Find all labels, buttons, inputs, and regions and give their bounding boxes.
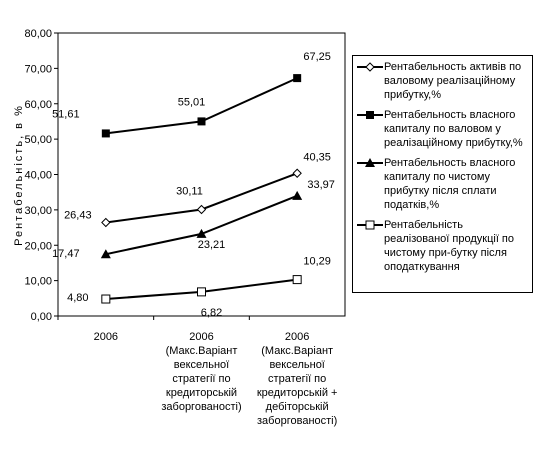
data-label: 67,25: [303, 51, 331, 63]
marker: [292, 168, 302, 178]
legend-label: Рентабельность активів по валовому реалі…: [384, 61, 522, 101]
data-label: 10,29: [303, 256, 331, 268]
x-tick-label: 2006 (Макс.Варіант вексельної стратегії …: [256, 331, 338, 427]
marker: [292, 190, 303, 200]
legend-icon: [357, 220, 383, 230]
legend-item: Рентабельность активів по валовому реалі…: [356, 60, 529, 102]
y-tick-label: 0,00: [31, 311, 52, 323]
legend: Рентабельность активів по валовому реалі…: [352, 55, 533, 293]
legend-icon: [357, 111, 383, 119]
y-tick-label: 80,00: [24, 28, 52, 40]
marker: [292, 275, 302, 285]
y-tick-label: 60,00: [24, 99, 52, 111]
marker: [101, 294, 111, 304]
y-axis-title: Рентабельність, в %: [13, 104, 25, 246]
series-line: [105, 172, 298, 224]
marker: [101, 217, 111, 228]
legend-item: Рентабельность власного капиталу по вало…: [356, 108, 529, 150]
marker: [100, 249, 111, 259]
marker: [365, 158, 375, 167]
y-tick-label: 40,00: [24, 170, 52, 182]
data-label: 6,82: [201, 307, 222, 319]
x-tick-label: 2006 (Макс.Варіант вексельної стратегії …: [161, 331, 242, 413]
data-label: 40,35: [303, 151, 331, 163]
marker: [293, 74, 302, 83]
data-label: 17,47: [52, 248, 80, 260]
data-label: 51,61: [52, 108, 80, 120]
legend-item: Рентабельность власного капиталу по чист…: [356, 156, 529, 212]
marker: [196, 228, 207, 238]
plot-area: [57, 32, 346, 317]
y-tick-label: 20,00: [24, 240, 52, 252]
legend-label: Рентабельность власного капиталу по вало…: [384, 109, 523, 149]
data-label: 23,21: [198, 239, 226, 251]
y-tick-label: 30,00: [24, 205, 52, 217]
marker: [197, 287, 206, 297]
legend-label: Рентабельность власного капиталу по чист…: [384, 157, 516, 211]
marker: [365, 62, 375, 72]
data-label: 55,01: [178, 96, 206, 108]
data-label: 30,11: [176, 185, 203, 197]
legend-label: Рентабельність реалізованої продукції по…: [384, 219, 515, 273]
marker: [101, 129, 110, 138]
y-tick-label: 50,00: [24, 134, 52, 146]
y-tick-label: 70,00: [24, 63, 52, 75]
legend-item: Рентабельність реалізованої продукції по…: [356, 218, 529, 274]
x-tick-label: 2006: [93, 331, 119, 343]
legend-icon: [357, 158, 383, 167]
y-tick-label: 10,00: [24, 276, 52, 288]
legend-icon: [357, 62, 383, 72]
marker: [365, 220, 375, 230]
marker: [197, 117, 206, 126]
data-label: 26,43: [64, 210, 92, 222]
data-label: 33,97: [307, 179, 335, 191]
marker: [196, 204, 207, 215]
marker: [366, 111, 374, 119]
data-label: 4,80: [67, 292, 88, 304]
